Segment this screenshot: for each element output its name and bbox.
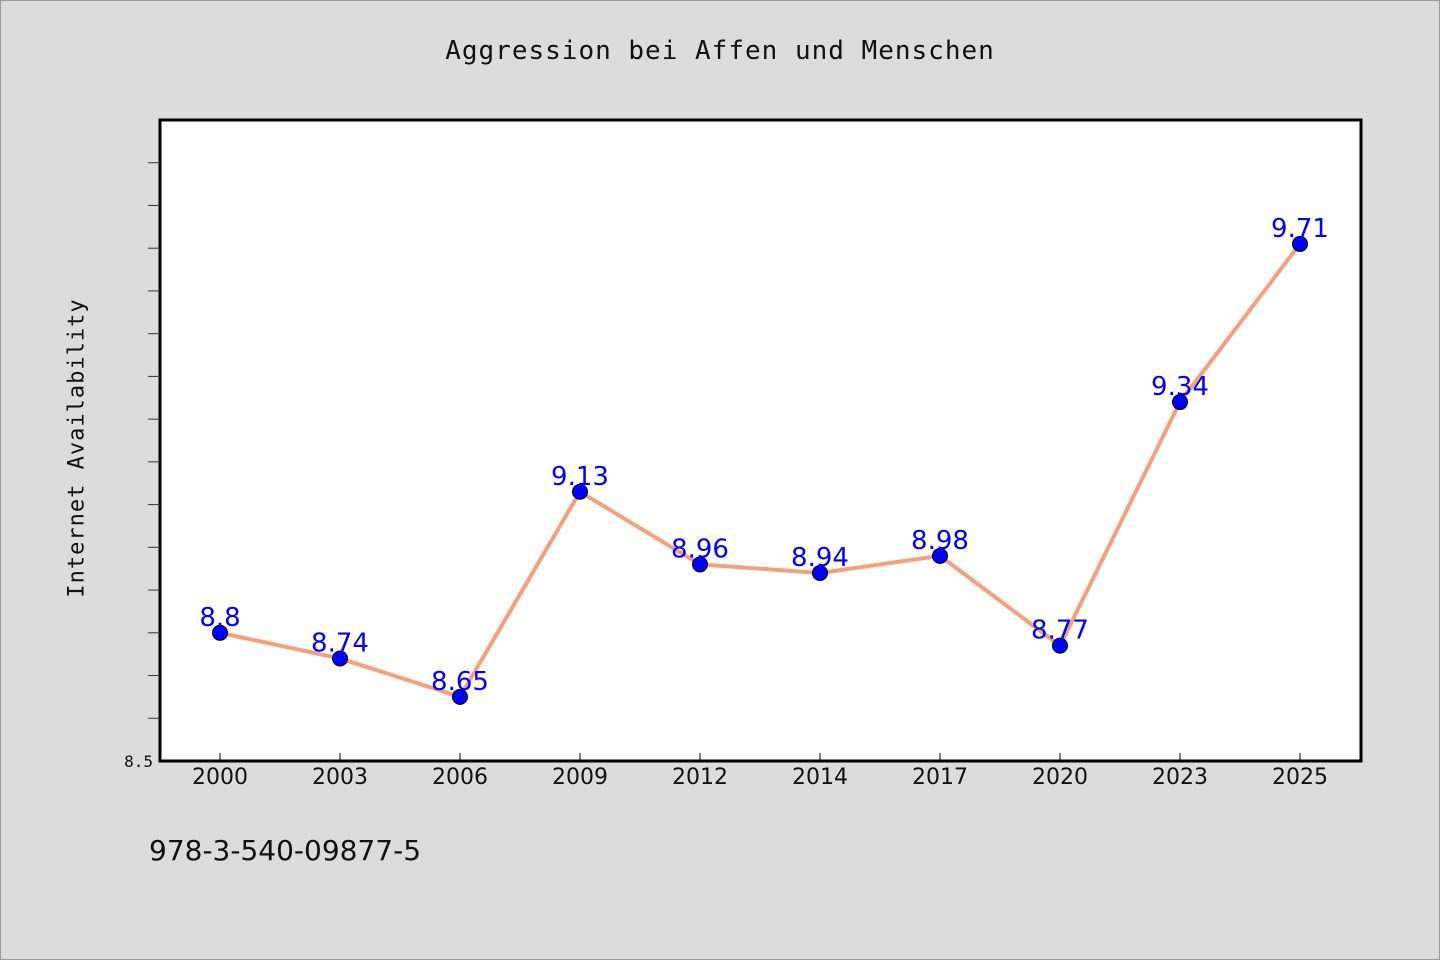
x-tick-label: 2003 bbox=[312, 765, 368, 790]
data-point bbox=[1052, 637, 1068, 654]
data-label: 8.74 bbox=[311, 628, 369, 658]
data-labels-group: 8.8 8.74 8.65 9.13 8.96 8.94 8.98 8.77 9.34 9.71 bbox=[199, 214, 1329, 697]
y-tick-label: 8.5 bbox=[124, 752, 153, 771]
data-point bbox=[692, 556, 708, 573]
x-tick-label: 2017 bbox=[912, 765, 968, 790]
markers-group bbox=[212, 235, 1308, 705]
x-tick-label: 2025 bbox=[1272, 765, 1328, 790]
data-point bbox=[1172, 394, 1188, 411]
data-label: 9.34 bbox=[1151, 372, 1209, 402]
data-point bbox=[572, 483, 588, 500]
data-label: 9.13 bbox=[551, 462, 609, 492]
data-label: 8.98 bbox=[911, 526, 969, 556]
x-tick-label: 2000 bbox=[192, 765, 248, 790]
x-ticks: 2000 2003 2006 2009 2012 2014 2017 2020 2023 2025 bbox=[192, 753, 1328, 790]
data-label: 9.71 bbox=[1271, 214, 1329, 244]
data-point bbox=[452, 688, 468, 705]
data-point bbox=[812, 564, 828, 581]
data-point bbox=[332, 650, 348, 667]
x-tick-label: 2012 bbox=[672, 765, 728, 790]
data-label: 8.8 bbox=[199, 603, 240, 633]
data-point bbox=[212, 624, 228, 641]
x-tick-label: 2023 bbox=[1152, 765, 1208, 790]
data-label: 8.94 bbox=[791, 543, 849, 573]
x-tick-label: 2009 bbox=[552, 765, 608, 790]
data-label: 8.77 bbox=[1031, 616, 1089, 646]
x-tick-label: 2006 bbox=[432, 765, 488, 790]
data-point bbox=[932, 547, 948, 564]
x-tick-label: 2014 bbox=[792, 765, 848, 790]
isbn-footnote: 978-3-540-09877-5 bbox=[149, 834, 422, 867]
chart-title: Aggression bei Affen und Menschen bbox=[445, 36, 995, 66]
y-ticks: 8.5 bbox=[124, 162, 160, 771]
data-point bbox=[1292, 235, 1308, 252]
series-line bbox=[218, 241, 1302, 699]
data-label: 8.65 bbox=[431, 667, 489, 697]
x-tick-label: 2020 bbox=[1032, 765, 1088, 790]
data-label: 8.96 bbox=[671, 534, 729, 564]
series-line-group bbox=[218, 241, 1302, 699]
